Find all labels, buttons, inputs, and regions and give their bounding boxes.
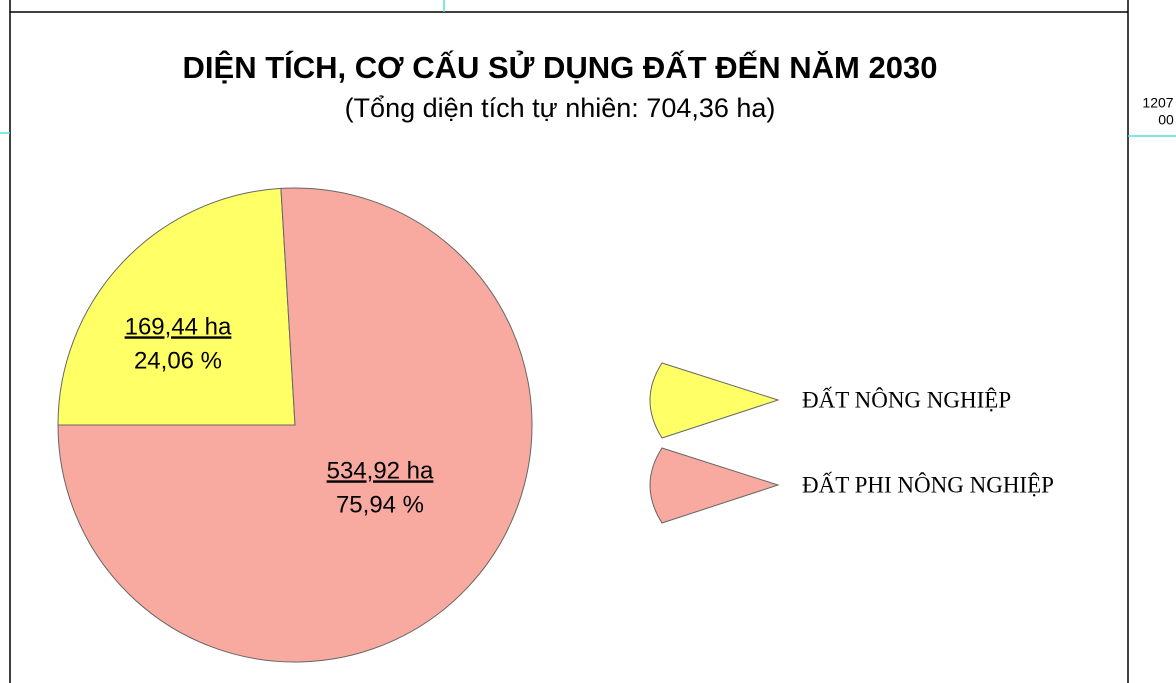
pie-slice <box>57 187 533 663</box>
chart-subtitle: (Tổng diện tích tự nhiên: 704,36 ha) <box>345 93 776 123</box>
legend-label: ĐẤT NÔNG NGHIỆP <box>802 386 1011 412</box>
legend-swatch <box>649 362 780 439</box>
margin-text: 00 <box>1158 112 1174 128</box>
margin-text: 1207 <box>1142 95 1173 111</box>
legend-label: ĐẤT PHI NÔNG NGHIỆP <box>802 471 1054 497</box>
value-label: 169,44 ha <box>125 313 232 340</box>
percentage-label: 24,06 % <box>134 347 222 374</box>
percentage-label: 75,94 % <box>336 491 424 518</box>
pie-slice <box>57 187 296 426</box>
chart-title: DIỆN TÍCH, CƠ CẤU SỬ DỤNG ĐẤT ĐẾN NĂM 20… <box>183 49 938 85</box>
value-label: 534,92 ha <box>327 457 434 484</box>
legend-swatch <box>649 447 780 524</box>
